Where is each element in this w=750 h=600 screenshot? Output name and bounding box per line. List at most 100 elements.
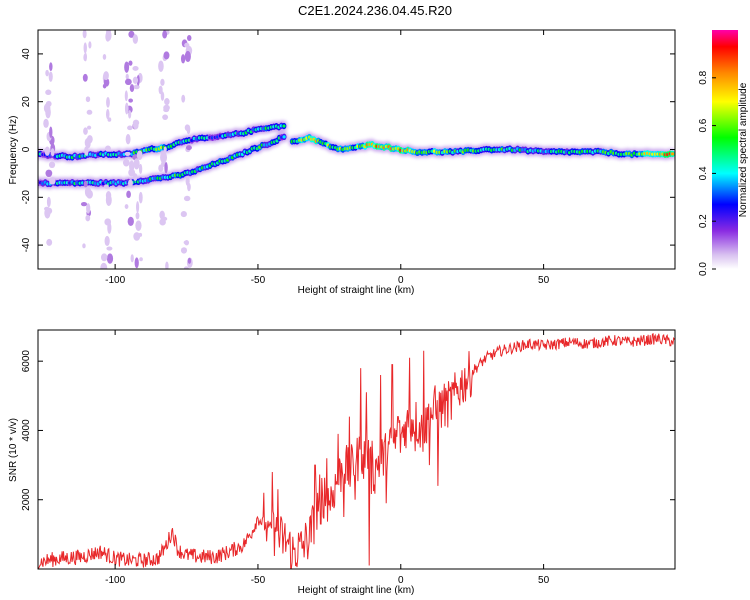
spectrogram-peak	[282, 124, 286, 128]
spectrogram-noise-speck	[133, 158, 140, 170]
spectrogram-noise-speck	[82, 243, 86, 249]
spectrogram-y-tick-label: 0	[21, 146, 32, 152]
colorbar-tick-label: 0.8	[698, 70, 709, 84]
spectrogram-noise-speck	[46, 196, 51, 208]
spectrogram-noise-speck	[100, 253, 108, 262]
spectrogram-noise-speck	[104, 235, 110, 247]
spectrogram-noise-speck	[100, 262, 108, 269]
spectrogram-noise-speck	[103, 184, 109, 189]
spectrogram-noise-speck	[125, 73, 129, 80]
spectrogram-noise-speck	[162, 30, 168, 39]
spectrogram-noise-speck	[82, 30, 87, 39]
spectrogram-noise-speck	[165, 261, 169, 269]
snr-x-axis-label: Height of straight line (km)	[298, 585, 415, 596]
spectrogram-x-ticks: -100 -50 0 50	[105, 30, 550, 286]
spectrogram-noise-speck	[49, 62, 53, 72]
snr-plot-area	[38, 332, 675, 569]
spectrogram-noise-speck	[86, 125, 92, 130]
spectrogram-noise-speck	[103, 71, 109, 81]
spectrogram-peak	[282, 135, 286, 139]
spectrogram-noise-speck	[128, 30, 135, 38]
spectrogram-noise-speck	[163, 51, 170, 60]
spectrogram-noise-speck	[124, 61, 130, 73]
spectrogram-noise-speck	[105, 145, 111, 152]
spectrogram-noise-speck	[46, 238, 53, 246]
spectrogram-noise-speck	[136, 74, 140, 86]
spectrogram-noise-speck	[85, 138, 91, 149]
spectrogram-noise-speck	[160, 216, 168, 222]
spectrogram-y-tick-label: -20	[21, 190, 32, 205]
snr-x-tick-label: 0	[398, 575, 404, 586]
spectrogram-noise-speck	[164, 162, 168, 174]
spectrogram-noise-speck	[124, 204, 129, 210]
spectrogram-noise-speck	[183, 195, 191, 202]
spectrogram-noise-speck	[130, 254, 134, 263]
colorbar-gradient	[712, 30, 738, 269]
spectrogram-noise-speck	[133, 232, 141, 241]
spectrogram-y-ticks: -40 -20 0 20 40	[21, 48, 675, 252]
spectrogram-noise-speck	[82, 73, 88, 82]
spectrogram-noise-speck	[86, 189, 93, 199]
colorbar-tick-label: 0.4	[698, 166, 709, 180]
snr-y-axis-label: SNR (10 * v/v)	[8, 418, 19, 482]
spectrogram-noise-speck	[184, 42, 190, 48]
spectrogram-noise-speck	[134, 257, 139, 269]
spectrogram-noise-speck	[45, 69, 49, 77]
spectrogram-noise-speck	[122, 159, 130, 167]
snr-y-tick-label: 2000	[21, 488, 32, 511]
spectrogram-noise-speck	[186, 35, 192, 41]
spectrogram-noise-speck	[124, 90, 128, 102]
spectrogram-noise-speck	[50, 148, 55, 157]
spectrogram-noise-speck	[180, 210, 187, 218]
spectrogram-peak	[670, 152, 675, 156]
spectrogram-noise-speck	[163, 146, 167, 153]
spectrogram-plot-area	[38, 30, 675, 269]
spectrogram-noise-speck	[128, 168, 136, 177]
spectrogram-x-tick-label: 0	[398, 275, 404, 286]
spectrogram-noise-speck	[180, 54, 186, 64]
spectrogram-noise-speck	[85, 96, 91, 103]
snr-panel: -100 -50 0 50 2000 4000 6000 Height of straig…	[8, 329, 676, 596]
spectrogram-panel: -100 -50 0 50 -40 -20 0 20 40 Height of straigh…	[8, 29, 676, 296]
spectrogram-noise-speck	[106, 246, 113, 251]
snr-y-tick-label: 4000	[21, 419, 32, 442]
spectrogram-noise-speck	[49, 177, 56, 185]
spectrogram-y-tick-label: 20	[21, 96, 32, 108]
spectrogram-noise-speck	[139, 257, 143, 262]
spectrogram-noise-speck	[44, 146, 50, 156]
spectrogram-noise-speck	[183, 240, 189, 245]
spectrogram-noise-speck	[102, 54, 107, 60]
spectrogram-noise-speck	[158, 164, 164, 172]
colorbar-label: Normalized spectral amplitude	[738, 82, 749, 217]
spectrogram-noise-speck	[83, 127, 88, 135]
spectrogram-noise-speck	[138, 191, 143, 204]
spectrogram-noise-speck	[86, 203, 91, 214]
spectrogram-noise-speck	[160, 78, 165, 86]
spectrogram-noise-speck	[88, 41, 92, 49]
spectrogram-noise-speck	[105, 30, 112, 41]
spectrogram-noise-speck	[106, 97, 110, 108]
spectrogram-noise-speck	[138, 163, 143, 175]
spectrogram-noise-speck	[49, 126, 53, 138]
spectrogram-noise-speck	[136, 150, 143, 160]
spectrogram-noise-speck	[103, 78, 110, 87]
spectrogram-noise-speck	[45, 207, 53, 215]
spectrogram-noise-speck	[124, 151, 131, 156]
spectrogram-noise-speck	[132, 76, 139, 84]
spectrogram-noise-speck	[45, 169, 53, 178]
spectrogram-noise-speck	[129, 160, 135, 172]
spectrogram-noise-speck	[48, 71, 53, 82]
spectrogram-noise-speck	[43, 118, 49, 128]
spectrogram-noise-speck	[160, 151, 168, 164]
spectrogram-y-axis-label: Frequency (Hz)	[8, 116, 19, 185]
spectrogram-noise-speck	[125, 133, 131, 145]
spectrogram-noise-speck	[183, 266, 189, 269]
spectrogram-x-tick-label: -50	[251, 275, 266, 286]
snr-x-ticks: -100 -50 0 50	[105, 330, 550, 586]
colorbar-ticks: 0.0 0.2 0.4 0.6 0.8	[698, 70, 716, 276]
spectrogram-noise-speck	[128, 98, 133, 103]
snr-frame	[37, 329, 676, 570]
spectrogram-x-tick-label: 50	[538, 275, 550, 286]
spectrogram-noise-speck	[128, 60, 133, 66]
